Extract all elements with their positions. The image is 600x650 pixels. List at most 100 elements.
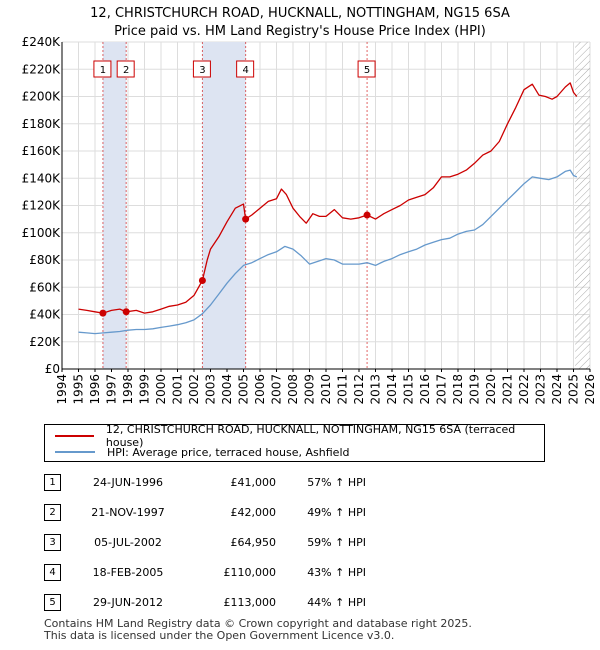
x-tick-label: 2022 [517, 374, 531, 405]
sale-number-box [93, 60, 112, 78]
y-tick-label: £200K [22, 90, 62, 104]
legend-hpi-label: HPI: Average price, terraced house, Ashf… [107, 445, 350, 459]
chart-legend: 12, CHRISTCHURCH ROAD, HUCKNALL, NOTTING… [44, 423, 545, 462]
x-tick-label: 1994 [55, 374, 69, 405]
x-tick-label: 1998 [121, 374, 135, 405]
x-tick-label: 2013 [369, 374, 383, 405]
sale-number-box [116, 60, 135, 78]
hpi-line [78, 169, 578, 335]
legend-price-label: 12, CHRISTCHURCH ROAD, HUCKNALL, NOTTING… [105, 423, 516, 449]
sale-shaded-range [102, 42, 127, 369]
table-row: 5 29-JUN-2012 £113,000 44% ↑ HPI [44, 587, 366, 617]
sale-hpi-change: 49% ↑ HPI [307, 505, 366, 519]
x-tick-label: 1995 [72, 374, 86, 405]
sale-point [99, 309, 107, 317]
y-tick-label: £40K [29, 308, 61, 322]
x-tick-label: 2004 [220, 374, 234, 405]
x-tick-label: 2019 [468, 374, 482, 405]
sale-price: £41,000 [230, 475, 277, 489]
future-hatch-region [575, 42, 590, 369]
footer-line-2: This data is licensed under the Open Gov… [44, 629, 395, 642]
chart-title-line2: Price paid vs. HM Land Registry's House … [114, 24, 486, 39]
sale-number-badge: 2 [44, 503, 61, 521]
legend-item-hpi: HPI: Average price, terraced house, Ashf… [55, 445, 349, 459]
y-tick-label: £220K [22, 62, 62, 76]
x-tick-label: 2005 [237, 374, 251, 405]
x-tick-label: 2018 [451, 374, 465, 405]
table-row: 1 24-JUN-1996 £41,000 57% ↑ HPI [44, 467, 366, 497]
sale-number-badge: 4 [44, 563, 61, 581]
sale-point [198, 277, 206, 285]
x-tick-label: 2003 [204, 374, 218, 405]
sale-price: £42,000 [230, 505, 277, 519]
x-tick-label: 2014 [385, 374, 399, 405]
table-row: 3 05-JUL-2002 £64,950 59% ↑ HPI [44, 527, 366, 557]
x-tick-label: 1999 [138, 374, 152, 405]
sale-date: 29-JUN-2012 [92, 595, 164, 609]
y-tick-label: £0 [45, 362, 60, 376]
sale-point [122, 308, 130, 316]
sale-price: £110,000 [223, 565, 277, 579]
y-tick-label: £100K [22, 226, 62, 240]
y-tick-label: £60K [29, 280, 61, 294]
y-tick-label: £140K [22, 171, 62, 185]
x-tick-label: 2023 [534, 374, 548, 405]
x-tick-label: 2006 [253, 374, 267, 405]
x-tick-label: 2015 [402, 374, 416, 405]
x-tick-label: 2010 [319, 374, 333, 405]
x-tick-label: 2008 [286, 374, 300, 405]
x-tick-label: 2017 [435, 374, 449, 405]
table-row: 4 18-FEB-2005 £110,000 43% ↑ HPI [44, 557, 366, 587]
sale-point [363, 211, 371, 219]
table-row: 2 21-NOV-1997 £42,000 49% ↑ HPI [44, 497, 366, 527]
sale-hpi-change: 44% ↑ HPI [307, 595, 366, 609]
x-tick-label: 2016 [418, 374, 432, 405]
sale-number-label: 4 [242, 65, 248, 76]
sale-number-label: 3 [199, 65, 205, 76]
sale-number-label: 2 [123, 65, 129, 76]
x-tick-label: 2026 [583, 374, 597, 405]
sale-price: £64,950 [230, 535, 277, 549]
sale-date: 05-JUL-2002 [94, 535, 162, 549]
sale-number-box [192, 60, 211, 78]
sale-date: 24-JUN-1996 [92, 475, 164, 489]
chart-title-line1: 12, CHRISTCHURCH ROAD, HUCKNALL, NOTTING… [90, 6, 510, 21]
sale-number-label: 1 [100, 65, 106, 76]
footer-attribution: Contains HM Land Registry data © Crown c… [44, 618, 472, 642]
footer-line-1: Contains HM Land Registry data © Crown c… [44, 617, 472, 630]
y-tick-label: £120K [22, 199, 62, 213]
sale-hpi-change: 43% ↑ HPI [307, 565, 366, 579]
x-tick-label: 2001 [171, 374, 185, 405]
sale-date: 21-NOV-1997 [91, 505, 165, 519]
sales-table: 1 24-JUN-1996 £41,000 57% ↑ HPI 2 21-NOV… [44, 467, 366, 617]
sale-date: 18-FEB-2005 [92, 565, 164, 579]
x-tick-label: 2024 [550, 374, 564, 405]
x-tick-label: 2012 [352, 374, 366, 405]
y-tick-label: £20K [29, 335, 61, 349]
y-tick-label: £160K [22, 144, 62, 158]
sale-number-badge: 3 [44, 533, 61, 551]
y-tick-label: £240K [22, 35, 62, 49]
sale-number-badge: 1 [44, 473, 61, 491]
x-tick-label: 1996 [88, 374, 102, 405]
sale-number-label: 5 [364, 65, 370, 76]
sale-number-box [236, 60, 255, 78]
price-paid-line [78, 82, 578, 314]
sale-price: £113,000 [223, 595, 277, 609]
x-tick-label: 2007 [270, 374, 284, 405]
x-tick-label: 2020 [484, 374, 498, 405]
x-tick-label: 2009 [303, 374, 317, 405]
legend-hpi-swatch [55, 451, 95, 453]
price-chart: 1 2 3 4 5 £0 £20K £40K £60K £80K £100K £120K £140K £1… [22, 35, 597, 405]
x-tick-label: 2011 [336, 374, 350, 405]
x-tick-label: 2025 [567, 374, 581, 405]
legend-item-price: 12, CHRISTCHURCH ROAD, HUCKNALL, NOTTING… [55, 423, 544, 449]
legend-price-swatch [55, 435, 94, 437]
sale-shaded-range [202, 42, 246, 369]
sale-point [242, 215, 250, 223]
y-tick-label: £180K [22, 117, 62, 131]
sale-number-badge: 5 [44, 593, 61, 611]
sale-hpi-change: 57% ↑ HPI [307, 475, 366, 489]
x-tick-label: 1997 [105, 374, 119, 405]
sale-hpi-change: 59% ↑ HPI [307, 535, 366, 549]
